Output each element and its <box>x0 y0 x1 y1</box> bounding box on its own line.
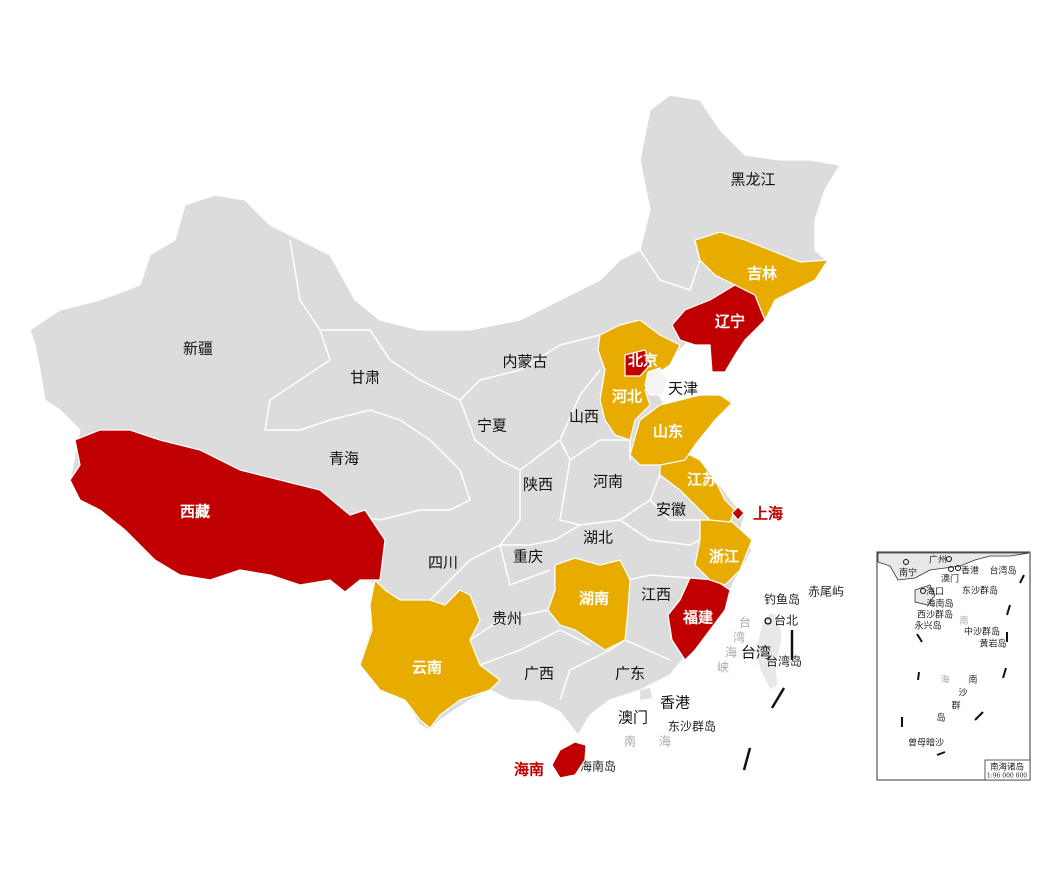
label-beijing: 北京 <box>628 352 658 370</box>
label-heilongjiang: 黑龙江 <box>730 171 775 189</box>
label-hebei: 河北 <box>612 388 642 406</box>
label-sea-nan: 南 <box>624 734 636 749</box>
label-dongsha: 东沙群岛 <box>668 719 716 734</box>
label-chongqing: 重庆 <box>513 548 543 566</box>
label-chiwei: 赤尾屿 <box>808 585 844 599</box>
label-aomen: 澳门 <box>618 709 648 727</box>
province-hunan[interactable] <box>547 557 631 651</box>
hong-kong-macau-dots <box>640 688 652 700</box>
label-neimenggu: 内蒙古 <box>502 353 547 371</box>
province-zhejiang[interactable] <box>694 519 753 586</box>
province-yunnan[interactable] <box>359 579 501 729</box>
inset-label-nansha-3: 群 <box>951 700 960 712</box>
guangzhou-marker-icon <box>946 556 952 562</box>
province-jilin[interactable] <box>694 231 829 321</box>
label-sea-hai: 海 <box>659 734 671 749</box>
province-shandong[interactable] <box>629 394 733 466</box>
label-anhui: 安徽 <box>656 501 686 519</box>
inset-label-yongxing: 永兴岛 <box>914 620 941 632</box>
label-guangdong: 广东 <box>615 665 645 683</box>
label-strait-3: 海 <box>725 645 737 660</box>
inset-title: 南海诸岛 <box>990 762 1024 773</box>
label-jiangxi: 江西 <box>641 586 671 604</box>
inset-label-xianggang: 香港 <box>961 565 979 577</box>
province-taiwan[interactable] <box>754 611 783 691</box>
label-xinjiang: 新疆 <box>183 340 213 358</box>
inset-label-haikou: 海口 <box>926 586 944 598</box>
nanning-marker-icon <box>903 559 909 565</box>
label-jiangsu: 江苏 <box>687 471 717 489</box>
province-jiangsu[interactable] <box>659 449 736 523</box>
label-shandong: 山东 <box>653 423 683 441</box>
inset-label-aomen: 澳门 <box>941 573 959 585</box>
label-jilin: 吉林 <box>747 265 778 283</box>
label-hubei: 湖北 <box>583 529 613 547</box>
province-fujian[interactable] <box>667 577 731 661</box>
label-henan: 河南 <box>593 473 623 491</box>
label-guizhou: 贵州 <box>492 610 522 628</box>
inset-label-sea-hai: 海 <box>940 674 949 686</box>
inset-label-zengmu: 曾母暗沙 <box>908 737 944 749</box>
dash-line <box>742 630 794 771</box>
inset-label-guangzhou: 广州 <box>929 554 947 566</box>
label-hainan-island: 海南岛 <box>580 759 616 774</box>
label-taipei: 台北 <box>774 613 798 628</box>
label-zhejiang: 浙江 <box>709 548 739 566</box>
province-tianjin[interactable] <box>644 367 669 396</box>
label-fujian: 福建 <box>682 609 714 627</box>
label-hunan: 湖南 <box>579 590 609 608</box>
label-shanxi: 山西 <box>569 408 599 426</box>
inset-label-dongsha: 东沙群岛 <box>962 585 998 597</box>
inset-label-nanning: 南宁 <box>899 567 917 579</box>
taipei-marker-icon <box>764 617 772 625</box>
province-beijing[interactable] <box>624 349 651 377</box>
label-qinghai: 青海 <box>329 450 359 468</box>
south-china-sea-inset <box>876 551 1031 781</box>
label-yunnan: 云南 <box>412 659 442 677</box>
inset-label-zhongsha: 中沙群岛 <box>964 626 1000 638</box>
label-diaoyu: 钓鱼岛 <box>764 592 800 607</box>
label-sichuan: 四川 <box>428 554 458 572</box>
label-gansu: 甘肃 <box>350 369 380 387</box>
province-hainan[interactable] <box>551 741 587 779</box>
label-hainan: 海南 <box>514 761 544 779</box>
aomen-marker-icon <box>948 566 954 572</box>
inset-label-sea-nan: 南 <box>959 615 968 627</box>
inset-label-taiwan-island: 台湾岛 <box>989 565 1016 577</box>
xianggang-marker-icon <box>955 565 961 571</box>
province-shanghai[interactable] <box>731 506 745 521</box>
label-shanghai: 上海 <box>753 505 783 523</box>
inset-label-hainan-island: 海南岛 <box>926 598 953 610</box>
inset-label-nansha-4: 岛 <box>936 712 945 724</box>
label-taiwan-island: 台湾岛 <box>766 654 802 669</box>
label-strait-1: 台 <box>739 615 751 630</box>
inset-scale: 1:96 000 000 <box>987 773 1027 780</box>
label-strait-2: 湾 <box>733 630 745 645</box>
inset-label-nansha-1: 南 <box>968 674 977 686</box>
province-xizang[interactable] <box>69 429 386 593</box>
province-hebei[interactable] <box>597 319 681 441</box>
province-borders <box>264 239 701 701</box>
label-taiwan: 台湾 <box>741 644 771 662</box>
inset-label-nansha-2: 沙 <box>958 688 967 699</box>
label-ningxia: 宁夏 <box>477 417 507 435</box>
inset-label-huangyan: 黄岩岛 <box>979 638 1006 650</box>
label-strait-4: 峡 <box>717 661 729 675</box>
label-guangxi: 广西 <box>524 665 554 683</box>
label-xizang: 西藏 <box>180 503 210 521</box>
inset-label-xisha: 西沙群岛 <box>917 609 953 621</box>
label-xianggang: 香港 <box>660 694 690 712</box>
label-tianjin: 天津 <box>668 380 698 398</box>
label-shaanxi: 陕西 <box>523 476 553 494</box>
label-liaoning: 辽宁 <box>715 313 745 331</box>
haikou-marker-icon <box>920 588 926 594</box>
